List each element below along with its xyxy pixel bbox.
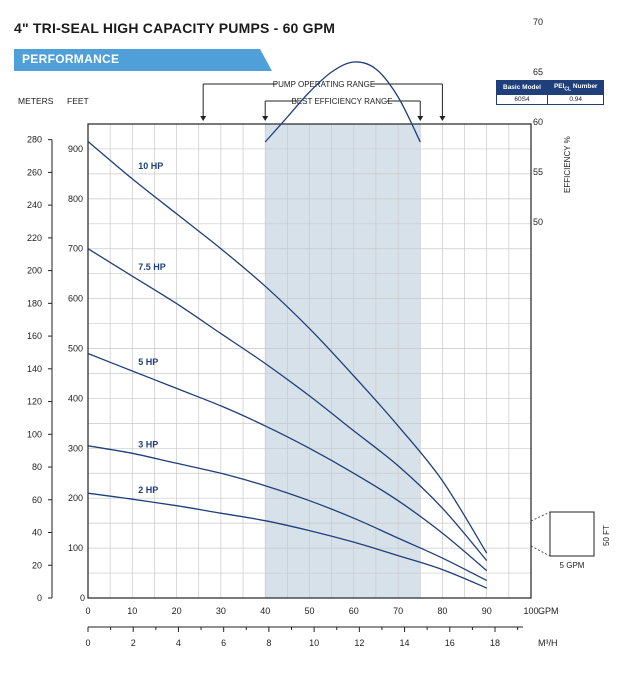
meters-tick-label: 260 [27, 167, 42, 177]
feet-tick-label: 300 [68, 443, 83, 453]
meters-tick-label: 240 [27, 200, 42, 210]
feet-tick-label: 700 [68, 244, 83, 254]
feet-tick-label: 0 [80, 593, 85, 603]
scale-box-ft-label: 50 FT [602, 525, 611, 546]
curve-10-hp [87, 141, 488, 554]
meters-tick-label: 120 [27, 397, 42, 407]
banner-shape [14, 49, 272, 71]
m3h-tick-label: 2 [131, 638, 136, 648]
efficiency-tick-label: 55 [533, 167, 543, 177]
efficiency-tick-label: 50 [533, 217, 543, 227]
gpm-tick-label: 50 [304, 606, 314, 616]
efficiency-axis-label: EFFICIENCY % [563, 136, 572, 193]
feet-tick-label: 200 [68, 493, 83, 503]
meters-tick-label: 40 [32, 528, 42, 538]
meters-tick-label: 80 [32, 462, 42, 472]
model-col-header: Basic Model [496, 79, 548, 96]
m3h-tick-label: 8 [266, 638, 271, 648]
meters-tick-label: 60 [32, 495, 42, 505]
meters-tick-label: 0 [37, 593, 42, 603]
feet-tick-label: 400 [68, 393, 83, 403]
range-arrow [439, 116, 446, 121]
feet-tick-label: 100 [68, 543, 83, 553]
curve-3-hp [87, 445, 487, 582]
pei-value: 0.94 [546, 94, 605, 106]
gpm-tick-label: 20 [172, 606, 182, 616]
model-value: 60S4 [496, 94, 548, 106]
feet-axis-label: FEET [67, 96, 89, 106]
m3h-tick-label: 14 [400, 638, 410, 648]
meters-tick-label: 200 [27, 266, 42, 276]
curve-5-hp [87, 352, 488, 572]
best-efficiency-range-label: BEST EFFICIENCY RANGE [291, 97, 392, 106]
pei-col-header: PEICL Number [546, 79, 605, 96]
best-efficiency-band [265, 124, 421, 598]
gpm-axis-label: GPM [538, 606, 559, 616]
meters-tick-label: 140 [27, 364, 42, 374]
range-arrow [417, 116, 424, 121]
efficiency-tick-label: 70 [533, 17, 543, 27]
meters-tick-label: 100 [27, 429, 42, 439]
scale-box-connector [530, 511, 551, 522]
curve-7-5-hp [87, 248, 488, 562]
m3h-tick-label: 0 [85, 638, 90, 648]
series-label: 2 HP [138, 485, 158, 495]
series-label: 3 HP [138, 439, 158, 449]
gpm-tick-label: 70 [393, 606, 403, 616]
feet-tick-label: 500 [68, 344, 83, 354]
gpm-tick-label: 60 [349, 606, 359, 616]
model-table: Basic Model PEICL Number 60S4 0.94 [496, 79, 605, 106]
meters-tick-label: 220 [27, 233, 42, 243]
plot-frame [87, 123, 532, 599]
m3h-tick-label: 18 [490, 638, 500, 648]
meters-axis-label: METERS [18, 96, 54, 106]
feet-tick-label: 600 [68, 294, 83, 304]
scale-box-gpm-label: 5 GPM [560, 561, 585, 570]
gpm-tick-label: 90 [482, 606, 492, 616]
series-label: 10 HP [138, 161, 163, 171]
gpm-tick-label: 30 [216, 606, 226, 616]
meters-tick-label: 20 [32, 560, 42, 570]
best-efficiency-label-bg [297, 94, 387, 107]
gpm-tick-label: 10 [127, 606, 137, 616]
meters-tick-label: 160 [27, 331, 42, 341]
gpm-tick-label: 80 [437, 606, 447, 616]
feet-tick-label: 900 [68, 144, 83, 154]
meters-tick-label: 180 [27, 298, 42, 308]
pump-operating-range-label: PUMP OPERATING RANGE [273, 80, 375, 89]
m3h-tick-label: 16 [445, 638, 455, 648]
gpm-tick-label: 100 [523, 606, 538, 616]
m3h-tick-label: 4 [176, 638, 181, 648]
pump-operating-label-bg [277, 77, 371, 90]
meters-tick-label: 280 [27, 135, 42, 145]
m3h-tick-label: 6 [221, 638, 226, 648]
efficiency-tick-label: 60 [533, 117, 543, 127]
series-label: 5 HP [138, 357, 158, 367]
feet-tick-label: 800 [68, 194, 83, 204]
efficiency-tick-label: 65 [533, 67, 543, 77]
m3h-axis-label: M³/H [538, 638, 558, 648]
gpm-tick-label: 40 [260, 606, 270, 616]
scale-box [549, 511, 595, 557]
gpm-tick-label: 0 [85, 606, 90, 616]
series-label: 7.5 HP [138, 262, 166, 272]
m3h-tick-label: 10 [309, 638, 319, 648]
section-title: PERFORMANCE [22, 52, 120, 66]
curve-2-hp [87, 492, 487, 589]
range-arrow [200, 116, 207, 121]
efficiency-curve [264, 61, 421, 143]
section-banner: PERFORMANCE [14, 49, 272, 71]
scale-box-connector [530, 545, 551, 557]
range-arrow [262, 116, 269, 121]
page-title: 4" TRI-SEAL HIGH CAPACITY PUMPS - 60 GPM [14, 20, 336, 36]
m3h-tick-label: 12 [354, 638, 364, 648]
